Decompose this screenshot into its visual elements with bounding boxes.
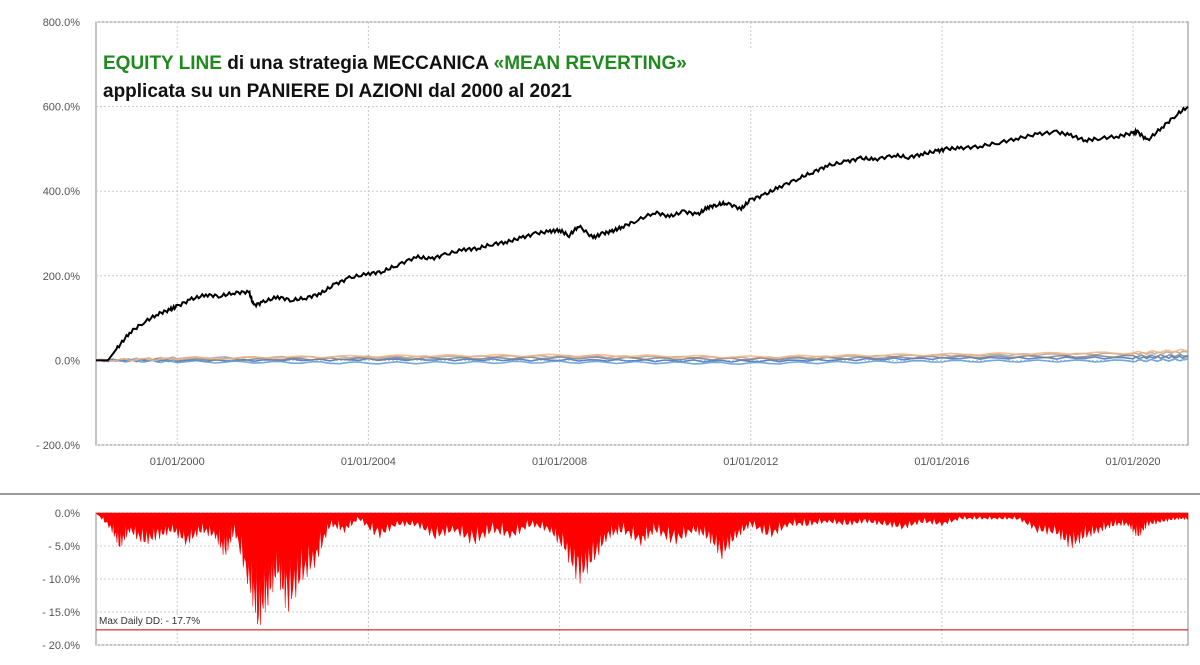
equity-x-axis: 01/01/2000 01/01/2004 01/01/2008 01/01/2012… [150,456,1161,468]
drawdown-series-group [95,512,1189,631]
equity-x-tick-label: 01/01/2016 [914,456,969,468]
chart-title: EQUITY LINE di una strategia MECCANICA «… [103,50,803,106]
equity-x-tick-label: 01/01/2000 [150,456,205,468]
title-strategy-text: di una strategia MECCANICA [221,53,494,74]
equity-x-tick-label: 01/01/2020 [1106,456,1161,468]
title-mean-reverting: «MEAN REVERTING» [493,53,687,74]
title-line-1: EQUITY LINE di una strategia MECCANICA «… [103,50,803,78]
equity-y-axis: 800.0% 600.0% 400.0% 200.0% 0.0% - 200.0% [36,17,80,452]
drawdown-chart: 0.0% - 5.0% - 10.0% - 15.0% - 20.0% [42,508,1189,652]
equity-y-tick-label: 200.0% [43,271,81,283]
equity-y-tick-label: - 200.0% [36,440,80,452]
title-line-2: applicata su un PANIERE DI AZIONI dal 20… [103,81,572,102]
equity-y-tick-label: 400.0% [43,186,81,198]
benchmark-series-line [95,355,1189,363]
drawdown-y-tick-label: 0.0% [55,508,80,520]
drawdown-y-tick-label: - 5.0% [48,541,80,553]
equity-x-tick-label: 01/01/2012 [723,456,778,468]
equity-y-tick-label: 600.0% [43,102,81,114]
equity-x-tick-label: 01/01/2004 [341,456,396,468]
benchmark-series-line [95,348,1189,362]
title-equity-line: EQUITY LINE [103,53,222,74]
drawdown-y-tick-label: - 20.0% [42,640,80,652]
equity-y-tick-label: 800.0% [43,17,81,29]
drawdown-y-tick-label: - 10.0% [42,574,80,586]
drawdown-y-tick-label: - 15.0% [42,607,80,619]
drawdown-area [95,512,1189,625]
equity-x-tick-label: 01/01/2008 [532,456,587,468]
equity-series-group [95,105,1189,365]
equity-series-line [96,105,1189,362]
benchmark-series-line [95,353,1189,363]
drawdown-y-axis: 0.0% - 5.0% - 10.0% - 15.0% - 20.0% [42,508,80,652]
equity-y-tick-label: 0.0% [55,355,80,367]
benchmark-series-line [95,357,1189,365]
max-drawdown-label: Max Daily DD: - 17.7% [97,616,203,627]
